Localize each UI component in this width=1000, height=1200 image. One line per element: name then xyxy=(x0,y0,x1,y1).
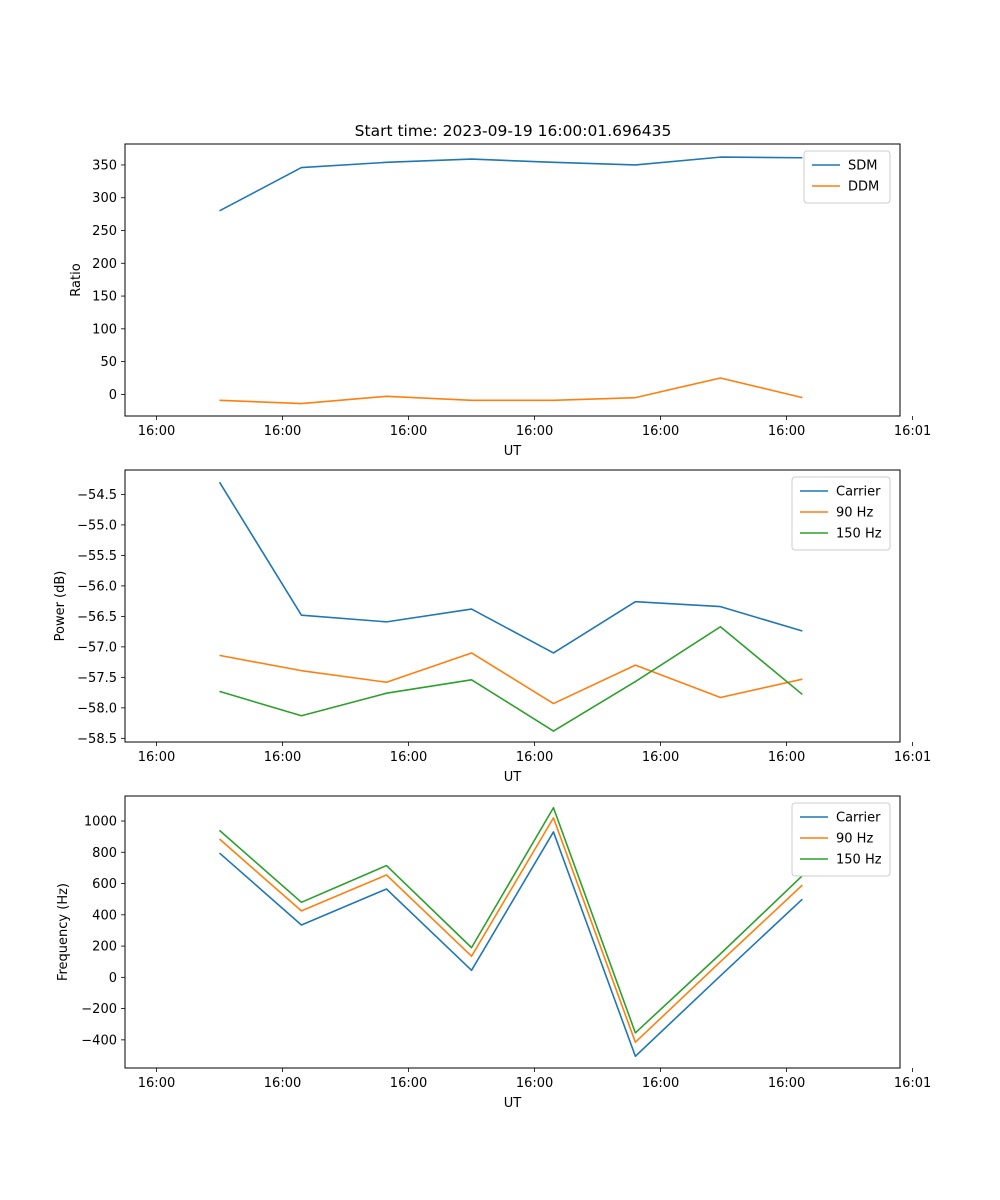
x-axis-label: UT xyxy=(504,770,522,785)
series-line-150-hz xyxy=(218,806,803,1034)
x-tick-label: 16:00 xyxy=(390,1076,427,1091)
y-tick-label: 200 xyxy=(92,257,117,272)
series-line-90-hz xyxy=(219,652,803,705)
legend-label: Carrier xyxy=(836,485,881,500)
y-tick-label: 600 xyxy=(92,877,117,892)
x-tick-label: 16:00 xyxy=(642,750,679,765)
chart-title: Start time: 2023-09-19 16:00:01.696435 xyxy=(355,122,672,140)
series-line-sdm xyxy=(219,156,803,212)
legend: SDM DDM xyxy=(803,150,891,204)
legend-label: 90 Hz xyxy=(836,832,873,847)
x-tick-label: 16:00 xyxy=(264,424,301,439)
axes-1: 16:00 16:00 16:00 16:00 16:00 16:00 16:01 0 50 10… xyxy=(69,143,931,459)
y-tick-label: −200 xyxy=(81,1002,117,1017)
legend-label: Carrier xyxy=(836,811,881,826)
legend-label: SDM xyxy=(848,159,877,174)
y-tick-label: −56.0 xyxy=(77,579,117,594)
series-line-carrier xyxy=(218,831,803,1058)
series-line-150-hz xyxy=(219,625,803,732)
x-tick-label: 16:01 xyxy=(894,1076,931,1091)
legend-frame xyxy=(791,802,891,877)
series-line-90-hz xyxy=(218,817,803,1044)
y-tick-label: 800 xyxy=(92,846,117,861)
x-tick-label: 16:00 xyxy=(768,750,805,765)
legend-label: 150 Hz xyxy=(836,853,882,868)
legend: Carrier 90 Hz 150 Hz xyxy=(791,802,891,877)
y-tick-label: −54.5 xyxy=(77,488,117,503)
series-line-carrier xyxy=(218,481,803,654)
y-tick-label: 50 xyxy=(100,355,117,370)
x-tick-label: 16:00 xyxy=(264,750,301,765)
y-tick-label: 0 xyxy=(109,388,117,403)
legend-label: 150 Hz xyxy=(836,527,882,542)
legend-label: DDM xyxy=(848,180,879,195)
axes-group: 16:00 16:00 16:00 16:00 16:00 16:00 16:01 0 50 10… xyxy=(53,143,931,1111)
legend-label: 90 Hz xyxy=(836,506,873,521)
y-tick-label: 200 xyxy=(92,940,117,955)
axes-frame xyxy=(124,795,901,1069)
x-tick-label: 16:00 xyxy=(138,424,175,439)
x-tick-label: 16:00 xyxy=(138,1076,175,1091)
x-tick-label: 16:00 xyxy=(768,1076,805,1091)
y-tick-label: 400 xyxy=(92,908,117,923)
y-tick-label: 150 xyxy=(92,290,117,305)
x-axis-label: UT xyxy=(504,1096,522,1111)
legend-frame xyxy=(803,150,891,204)
x-axis-label: UT xyxy=(504,444,522,459)
y-tick-label: 0 xyxy=(109,971,117,986)
y-tick-label: −55.5 xyxy=(77,549,117,564)
x-tick-label: 16:00 xyxy=(768,424,805,439)
y-tick-label: −57.5 xyxy=(77,671,117,686)
x-tick-label: 16:00 xyxy=(138,750,175,765)
y-tick-label: −58.0 xyxy=(77,701,117,716)
y-tick-label: 1000 xyxy=(84,815,117,830)
y-tick-label: −56.5 xyxy=(77,610,117,625)
axes-3: 16:00 16:00 16:00 16:00 16:00 16:00 16:01 −400 −… xyxy=(56,795,931,1111)
y-tick-label: −400 xyxy=(81,1033,117,1048)
x-tick-label: 16:01 xyxy=(894,424,931,439)
y-tick-label: −55.0 xyxy=(77,518,117,533)
y-axis-label: Ratio xyxy=(69,263,84,296)
axes-frame xyxy=(124,469,901,743)
x-tick-label: 16:00 xyxy=(642,1076,679,1091)
x-tick-label: 16:00 xyxy=(390,424,427,439)
y-tick-label: 300 xyxy=(92,191,117,206)
series-line-ddm xyxy=(219,377,803,405)
y-tick-label: −58.5 xyxy=(77,732,117,747)
legend: Carrier 90 Hz 150 Hz xyxy=(791,476,891,551)
x-tick-label: 16:00 xyxy=(264,1076,301,1091)
x-tick-label: 16:01 xyxy=(894,750,931,765)
y-axis-label: Frequency (Hz) xyxy=(56,883,71,981)
x-tick-label: 16:00 xyxy=(390,750,427,765)
y-tick-label: 350 xyxy=(92,158,117,173)
x-tick-label: 16:00 xyxy=(516,424,553,439)
y-tick-label: 250 xyxy=(92,224,117,239)
legend-frame xyxy=(791,476,891,551)
axes-2: 16:00 16:00 16:00 16:00 16:00 16:00 16:01 −58.5… xyxy=(53,469,931,785)
x-tick-label: 16:00 xyxy=(516,750,553,765)
y-tick-label: 100 xyxy=(92,322,117,337)
y-tick-label: −57.0 xyxy=(77,640,117,655)
x-tick-label: 16:00 xyxy=(516,1076,553,1091)
x-tick-label: 16:00 xyxy=(642,424,679,439)
axes-frame xyxy=(124,143,901,417)
y-axis-label: Power (dB) xyxy=(53,571,68,642)
